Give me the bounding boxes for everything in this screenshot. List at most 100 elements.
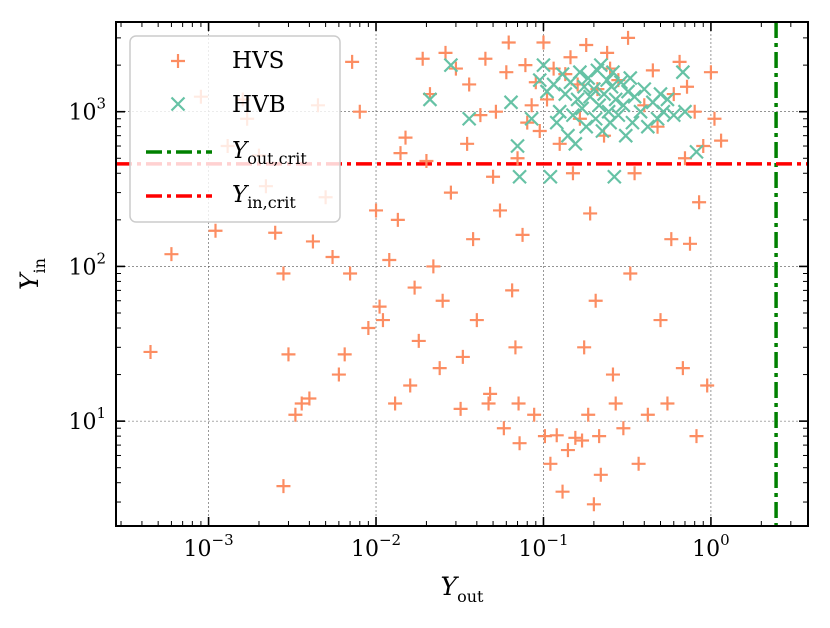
- hvs-point: [677, 151, 692, 166]
- hvs-point: [432, 361, 447, 376]
- hvs-point: [496, 421, 511, 436]
- hvb-point: [660, 92, 675, 107]
- hvs-point: [331, 367, 346, 382]
- hvs-point: [563, 50, 578, 65]
- legend-entry-yout-crit: Yout,crit: [146, 138, 307, 168]
- hvs-point: [597, 128, 612, 143]
- x-tick-label: 100: [692, 531, 730, 562]
- hvs-point: [426, 259, 441, 274]
- hvs-point: [419, 154, 434, 169]
- hvb-point: [574, 101, 590, 116]
- hvs-point: [575, 433, 590, 448]
- legend-label-hvs: HVS: [232, 48, 284, 74]
- hvb-point: [633, 104, 648, 119]
- hvb-point: [618, 128, 634, 143]
- hvs-point: [473, 108, 488, 123]
- legend-entry-hvs: HVS: [171, 48, 284, 74]
- hvs-point: [581, 407, 596, 422]
- hvb-point: [605, 64, 621, 80]
- hvb-point: [524, 111, 539, 127]
- legend-entry-yin-crit: Yin,crit: [146, 182, 296, 212]
- hvs-point: [592, 429, 607, 444]
- hvs-point: [707, 111, 722, 126]
- hvs-point: [543, 456, 558, 471]
- legend-label-hvb: HVB: [232, 92, 286, 118]
- hvb-point: [568, 136, 583, 152]
- hvs-point: [294, 396, 309, 411]
- legend-x-marker: [170, 96, 186, 112]
- hvs-point: [508, 340, 523, 355]
- hvs-point: [537, 429, 552, 444]
- hvs-point: [469, 313, 484, 328]
- hvs-point: [579, 37, 594, 52]
- hvs-point: [593, 467, 608, 482]
- legend-entry-hvb: HVB: [170, 92, 286, 118]
- hvb-point: [627, 89, 642, 104]
- hvb-point: [666, 107, 682, 123]
- tick-labels: 10−3 10−2 10−1 100 101 102 103: [68, 95, 729, 562]
- hvs-point: [305, 234, 320, 249]
- hvs-point: [680, 79, 695, 94]
- hvs-point: [700, 378, 715, 393]
- hvb-point: [640, 119, 656, 134]
- hvs-point: [623, 266, 638, 281]
- hvs-point: [462, 77, 477, 92]
- hvs-point: [650, 119, 665, 134]
- hvs-point: [361, 320, 376, 335]
- hvs-point: [631, 456, 646, 471]
- hvb-point: [588, 111, 603, 127]
- hvs-point: [325, 250, 340, 265]
- hvs-point: [453, 401, 468, 416]
- hvs-point: [568, 430, 583, 445]
- hvs-point: [627, 166, 642, 181]
- hvb-point: [613, 74, 629, 90]
- hvs-point: [653, 313, 668, 328]
- y-tick-label: 103: [68, 95, 106, 126]
- hvs-point: [600, 45, 615, 60]
- hvs-point: [505, 283, 520, 298]
- hvs-point: [407, 280, 422, 295]
- hvs-point: [549, 428, 564, 443]
- x-tick-label: 10−3: [184, 531, 234, 562]
- hvb-point: [599, 72, 615, 88]
- hvs-point: [382, 253, 397, 268]
- hvs-point: [345, 54, 360, 69]
- hvs-point: [605, 367, 620, 382]
- hvs-point: [415, 51, 430, 66]
- hvs-point: [621, 30, 636, 45]
- hvs-point: [388, 396, 403, 411]
- hvs-point: [536, 35, 551, 50]
- hvs-point: [555, 484, 570, 499]
- hvs-point: [524, 98, 539, 113]
- hvb-point: [625, 115, 640, 130]
- hvb-point: [572, 64, 588, 80]
- hvs-point: [660, 396, 675, 411]
- hvs-point: [510, 151, 525, 166]
- legend-marker-hvs: [171, 54, 185, 68]
- y-tick-label: 101: [68, 404, 106, 435]
- hvs-point: [511, 396, 526, 411]
- hvb-point: [565, 107, 581, 123]
- hvs-point: [393, 146, 408, 161]
- legend-plus-marker: [171, 54, 185, 68]
- hvb-point: [593, 57, 609, 73]
- hvs-point: [288, 407, 303, 422]
- hvs-point: [608, 396, 623, 411]
- hvb-point: [512, 169, 527, 184]
- legend-label-yin-crit: Yin,crit: [232, 182, 296, 212]
- hvs-point: [714, 133, 729, 148]
- legend-label-yout-crit: Yout,crit: [232, 138, 307, 168]
- hvs-point: [586, 497, 601, 512]
- hvs-point: [466, 232, 481, 247]
- hvb-point: [677, 104, 693, 119]
- hvb-point: [536, 57, 551, 73]
- hvs-point: [527, 407, 542, 422]
- hvs-point: [565, 166, 580, 181]
- hvs-point: [443, 185, 458, 200]
- hvs-point: [281, 347, 296, 362]
- hvs-point: [515, 227, 530, 242]
- hvb-point: [549, 115, 565, 130]
- hvs-point: [478, 51, 493, 66]
- hvb-point: [532, 72, 548, 88]
